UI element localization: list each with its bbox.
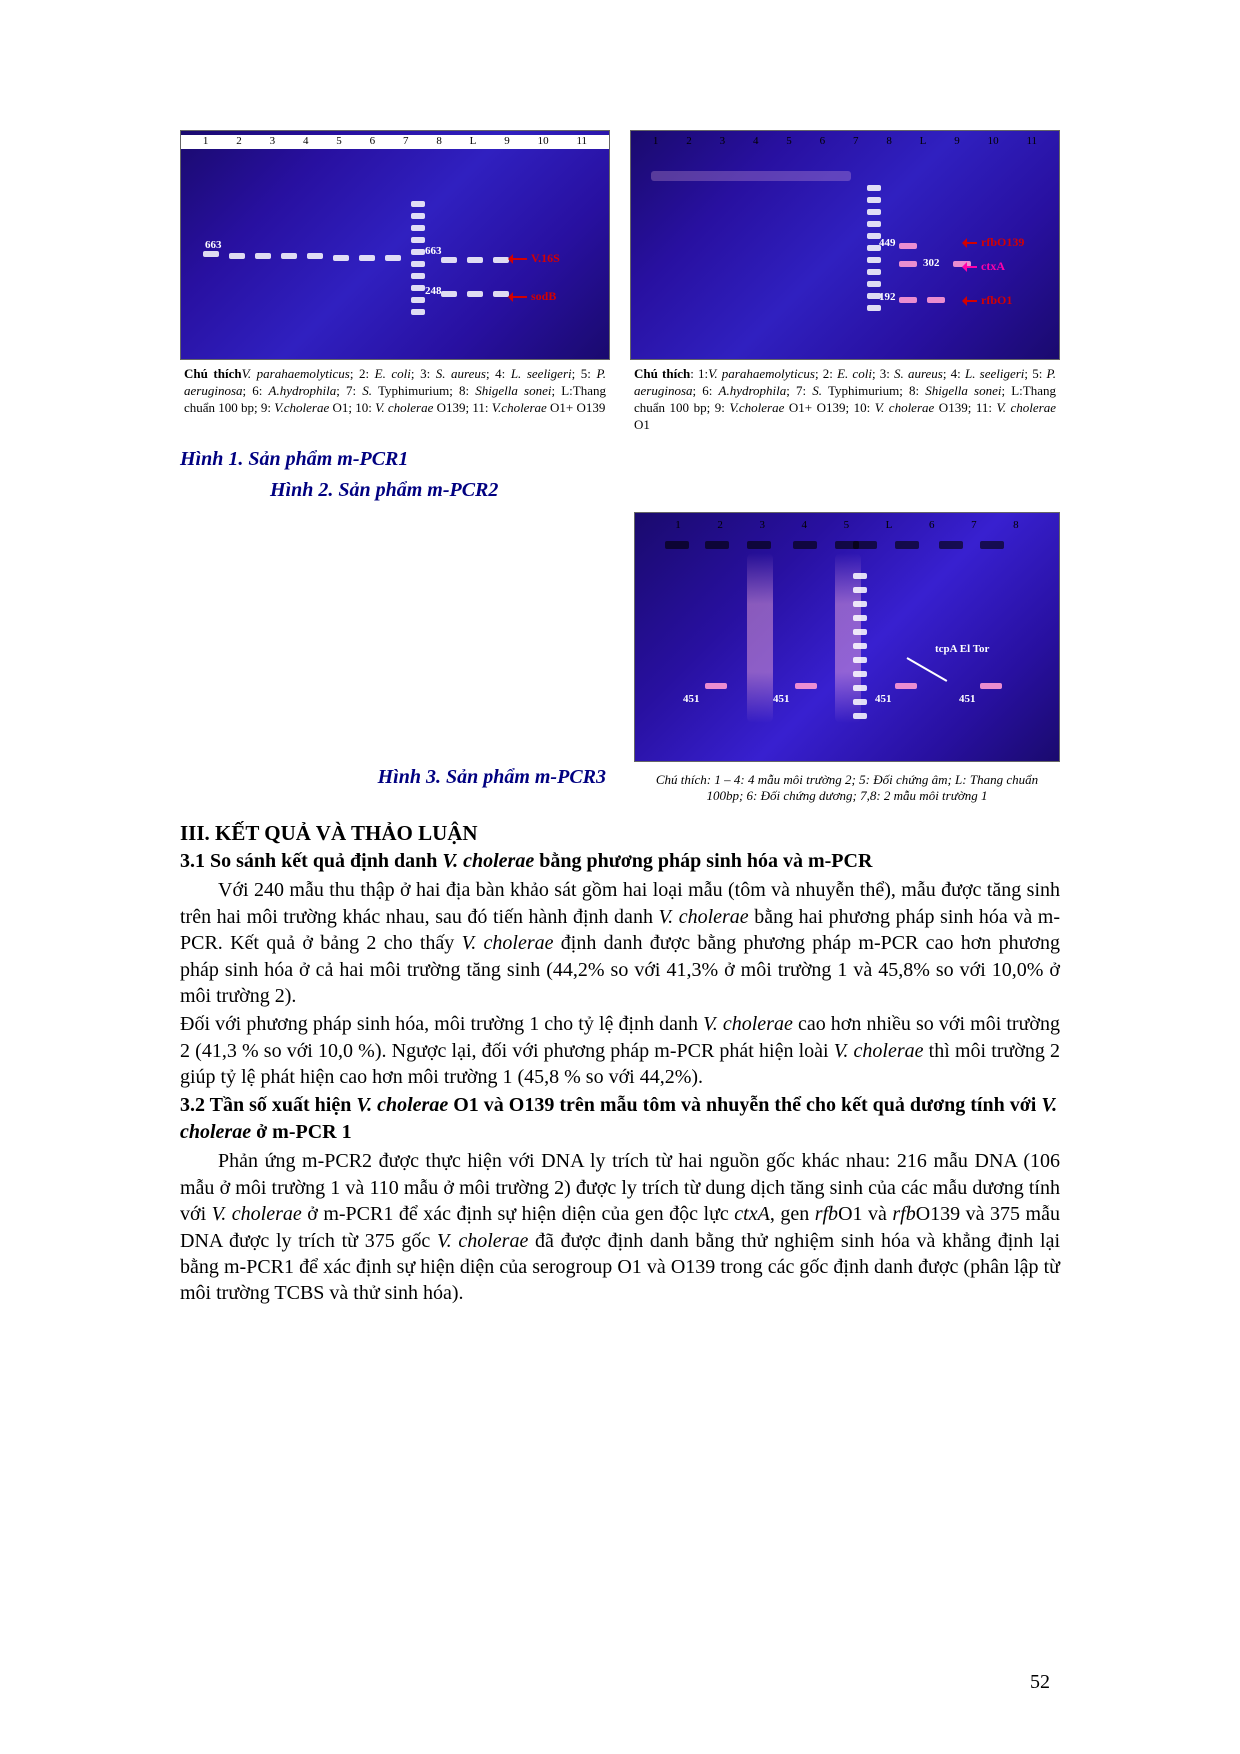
figure-2-title: Hình 2. Sản phẩm m-PCR2 bbox=[270, 477, 1060, 504]
subsection-3-1: 3.1 So sánh kết quả định danh V. cholera… bbox=[180, 848, 1060, 875]
figure-1-caption: Chú thíchV. parahaemolyticus; 2: E. coli… bbox=[180, 360, 610, 419]
figure-2: 12345678L91011 449302192rfbO139ctxArfbO1… bbox=[630, 130, 1060, 436]
figure-2-caption: Chú thích: 1:V. parahaemolyticus; 2: E. … bbox=[630, 360, 1060, 436]
paragraph-2: Đối với phương pháp sinh hóa, môi trường… bbox=[180, 1011, 1060, 1090]
page-number: 52 bbox=[1030, 1671, 1050, 1694]
figure-1: 12345678L91011 663663248V.16SsodB Chú th… bbox=[180, 130, 610, 436]
paragraph-1: Với 240 mẫu thu thập ở hai địa bàn khảo … bbox=[180, 877, 1060, 1009]
paragraph-3: Phản ứng m-PCR2 được thực hiện với DNA l… bbox=[180, 1148, 1060, 1306]
subsection-3-2: 3.2 Tần số xuất hiện V. cholerae O1 và O… bbox=[180, 1092, 1060, 1146]
gel-image-1: 12345678L91011 663663248V.16SsodB bbox=[180, 130, 610, 360]
figure-1-title: Hình 1. Sản phẩm m-PCR1 bbox=[180, 446, 1060, 473]
gel-image-2: 12345678L91011 449302192rfbO139ctxArfbO1 bbox=[630, 130, 1060, 360]
figure-3-title: Hình 3. Sản phẩm m-PCR3 bbox=[180, 764, 606, 791]
figure-3: 12345L678 451451451451tcpA El Tor Chú th… bbox=[634, 512, 1060, 808]
figure-3-caption: Chú thích: 1 – 4: 4 mẫu môi trường 2; 5:… bbox=[634, 762, 1060, 808]
section-heading: III. KẾT QUẢ VÀ THẢO LUẬN bbox=[180, 821, 1060, 846]
gel-image-3: 12345L678 451451451451tcpA El Tor bbox=[634, 512, 1060, 762]
